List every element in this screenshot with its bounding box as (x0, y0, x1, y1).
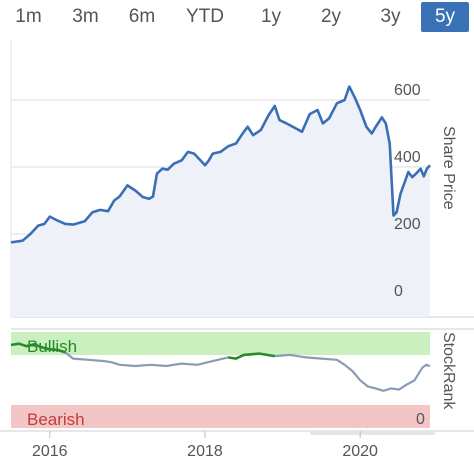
range-selector-strip[interactable] (310, 431, 435, 435)
x-tick-label: 2016 (32, 443, 68, 460)
range-tab-2y[interactable]: 2y (320, 6, 342, 27)
range-tab-5y[interactable]: 5y (421, 2, 469, 32)
price-tick-label: 600 (394, 82, 421, 99)
stockrank-bullish-segment (228, 352, 276, 360)
bullish-band (11, 332, 430, 355)
range-tab-1y[interactable]: 1y (260, 6, 282, 27)
bearish-band (11, 405, 430, 428)
share-price-axis-label: Share Price (440, 126, 457, 210)
share-price-area (11, 86, 430, 317)
range-tab-1m[interactable]: 1m (15, 6, 42, 27)
price-tick-label: 400 (394, 149, 421, 166)
stockrank-axis-label: StockRank (440, 332, 457, 410)
range-tab-3m[interactable]: 3m (72, 6, 99, 27)
bullish-label: Bullish (27, 337, 77, 356)
price-tick-label: 200 (394, 216, 421, 233)
range-tab-6m[interactable]: 6m (128, 6, 156, 27)
x-tick-label: 2018 (187, 443, 223, 460)
range-tab-3y[interactable]: 3y (380, 6, 401, 27)
range-tabs: 1m 3m 6m YTD 1y 2y 3y 5y (0, 0, 474, 34)
range-tab-ytd[interactable]: YTD (186, 6, 224, 27)
share-price-line (10, 85, 431, 244)
rank-tick-label: 0 (416, 411, 425, 428)
price-tick-label: 0 (394, 283, 403, 300)
stockrank-bullish-segment (10, 342, 66, 354)
bearish-label: Bearish (27, 410, 85, 429)
x-tick-label: 2020 (342, 443, 378, 460)
